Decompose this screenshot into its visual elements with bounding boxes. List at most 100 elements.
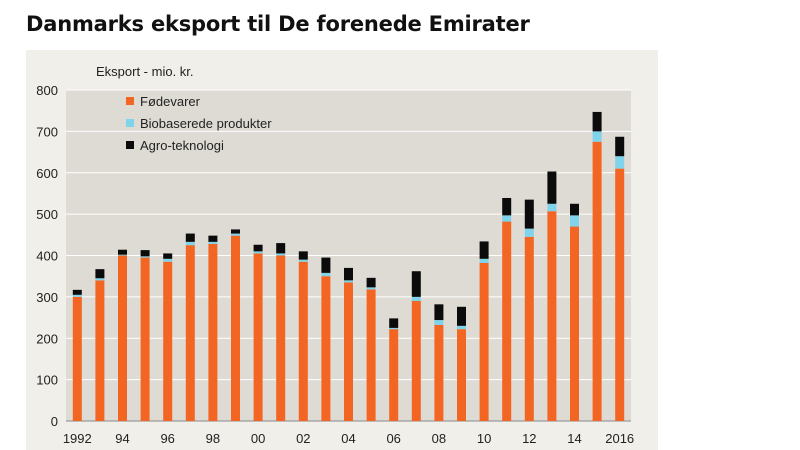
- bar-bio-2013: [547, 203, 557, 212]
- x-tick-label: 06: [386, 431, 400, 446]
- bar-food-2003: [321, 276, 331, 421]
- bar-food-1994: [118, 255, 127, 421]
- bar-agro-2006: [389, 318, 399, 328]
- bar-bio-2014: [570, 215, 579, 227]
- bar-agro-2000: [253, 244, 263, 252]
- bar-food-1996: [163, 261, 173, 421]
- bar-food-2010: [479, 262, 489, 421]
- bar-food-2005: [366, 289, 376, 421]
- bar-bio-1996: [163, 258, 173, 262]
- bar-agro-2011: [502, 197, 512, 216]
- bar-agro-2003: [321, 257, 331, 273]
- bar-bio-1993: [95, 278, 105, 281]
- bar-food-2016: [615, 168, 625, 421]
- bar-agro-2014: [570, 203, 579, 216]
- x-tick-label: 12: [522, 431, 536, 446]
- bar-agro-2008: [434, 304, 444, 321]
- bar-agro-1998: [208, 235, 218, 242]
- bar-bio-2010: [479, 258, 489, 263]
- bar-food-2008: [434, 325, 444, 421]
- x-tick-label: 10: [477, 431, 491, 446]
- bar-bio-1995: [140, 256, 150, 258]
- bar-agro-2010: [479, 241, 489, 259]
- bar-agro-1995: [140, 250, 150, 257]
- bar-agro-2005: [366, 277, 376, 288]
- y-tick-label: 100: [36, 373, 58, 388]
- y-tick-label: 400: [36, 249, 58, 264]
- x-tick-label: 96: [160, 431, 174, 446]
- bar-agro-1993: [95, 269, 105, 279]
- bar-food-2015: [592, 141, 602, 421]
- bar-bio-2004: [344, 280, 353, 283]
- bar-food-2007: [411, 301, 421, 421]
- stacked-bar-chart: 0 100 200 300 400 500 600 700 800 1992 94 96 98 00 02 0…: [36, 83, 634, 446]
- bar-food-2006: [389, 329, 399, 421]
- y-tick-label: 300: [36, 290, 58, 305]
- bar-agro-2016: [615, 136, 625, 157]
- bar-food-2013: [547, 211, 557, 421]
- bar-food-2011: [502, 221, 512, 421]
- bar-agro-2009: [457, 306, 466, 326]
- legend-swatch-agro: [126, 141, 134, 149]
- bar-agro-2012: [524, 199, 534, 229]
- bar-bio-2015: [592, 131, 602, 142]
- bar-bio-2012: [524, 228, 534, 237]
- bar-agro-1994: [118, 249, 127, 255]
- bar-agro-2007: [411, 271, 421, 297]
- bar-bio-1992: [72, 294, 82, 297]
- bar-bio-2003: [321, 272, 331, 277]
- y-tick-label: 0: [51, 414, 58, 429]
- bar-bio-2005: [366, 287, 376, 290]
- bar-food-2014: [570, 226, 579, 421]
- legend-label: Biobaserede produkter: [140, 116, 272, 131]
- bar-bio-2008: [434, 320, 444, 326]
- bar-food-2004: [344, 282, 353, 421]
- bar-food-2001: [276, 255, 286, 421]
- bar-agro-1992: [72, 289, 82, 295]
- x-tick-label: 98: [206, 431, 220, 446]
- x-tick-label: 04: [341, 431, 355, 446]
- bar-food-1992: [72, 296, 82, 421]
- legend-label: Fødevarer: [140, 94, 201, 109]
- bar-agro-2013: [547, 171, 557, 204]
- bar-food-2012: [524, 236, 534, 421]
- y-tick-label: 600: [36, 166, 58, 181]
- bar-agro-2002: [298, 251, 308, 260]
- y-tick-label: 200: [36, 331, 58, 346]
- y-tick-label: 500: [36, 207, 58, 222]
- x-tick-label: 02: [296, 431, 310, 446]
- bar-food-1993: [95, 280, 105, 421]
- bar-agro-1996: [163, 253, 173, 259]
- x-tick-label: 1992: [63, 431, 92, 446]
- legend-swatch-bio: [126, 119, 134, 127]
- bar-food-2002: [298, 261, 308, 421]
- bar-food-2000: [253, 253, 263, 421]
- bar-agro-2001: [276, 243, 286, 254]
- bar-food-1995: [140, 257, 150, 421]
- chart-frame: 0 100 200 300 400 500 600 700 800 1992 94 96 98 00 02 0…: [26, 50, 658, 450]
- bar-food-1999: [231, 235, 240, 421]
- bar-bio-2016: [615, 156, 625, 169]
- bar-food-1998: [208, 243, 218, 421]
- bar-bio-2006: [389, 327, 399, 330]
- bar-bio-2011: [502, 215, 512, 222]
- bar-bio-1998: [208, 241, 218, 244]
- x-tick-label: 00: [251, 431, 265, 446]
- bar-bio-1999: [231, 233, 240, 236]
- bar-food-2009: [457, 329, 466, 421]
- bar-agro-2004: [344, 267, 353, 281]
- bar-bio-1994: [118, 254, 127, 256]
- bar-bio-2007: [411, 296, 421, 302]
- page-title: Danmarks eksport til De forenede Emirate…: [26, 12, 530, 36]
- bar-bio-2000: [253, 251, 263, 254]
- bar-bio-2009: [457, 325, 466, 330]
- x-tick-label: 08: [432, 431, 446, 446]
- bar-food-1997: [185, 245, 195, 421]
- x-tick-label: 2016: [605, 431, 634, 446]
- legend-label: Agro-teknologi: [140, 138, 224, 153]
- x-tick-label: 94: [115, 431, 129, 446]
- x-tick-label: 14: [567, 431, 581, 446]
- bar-bio-1997: [185, 241, 195, 246]
- y-tick-label: 700: [36, 124, 58, 139]
- bar-agro-1997: [185, 233, 195, 242]
